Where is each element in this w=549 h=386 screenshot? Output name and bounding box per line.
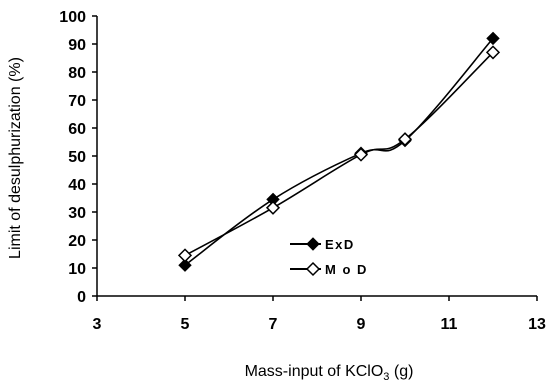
y-tick-label: 80 bbox=[68, 65, 86, 82]
data-point-exd bbox=[178, 258, 192, 272]
y-tick-label: 90 bbox=[68, 37, 86, 54]
series-line-mod bbox=[184, 51, 494, 257]
y-tick-label: 100 bbox=[59, 9, 86, 26]
axes bbox=[96, 16, 537, 297]
y-tick-label: 40 bbox=[68, 177, 86, 194]
data-point-mod bbox=[397, 132, 413, 147]
y-tick-label: 20 bbox=[68, 233, 86, 250]
x-axis-title-unit: (g) bbox=[389, 363, 413, 380]
x-tick-label: 5 bbox=[181, 316, 190, 333]
y-tick-label: 70 bbox=[68, 93, 86, 110]
legend-label-exd: ExD bbox=[325, 237, 355, 252]
legend: ExD M o D bbox=[290, 237, 368, 277]
x-tick-label: 13 bbox=[528, 316, 546, 333]
data-point-mod bbox=[177, 248, 193, 263]
legend-label-mod: M o D bbox=[325, 262, 368, 277]
y-tick-label: 0 bbox=[77, 289, 86, 306]
x-tick-label: 7 bbox=[269, 316, 278, 333]
x-tick-label: 9 bbox=[357, 316, 366, 333]
data-point-mod bbox=[485, 45, 501, 60]
y-axis-ticks: 0 10 20 30 40 50 60 70 80 90 100 bbox=[59, 9, 97, 306]
legend-marker-exd bbox=[306, 237, 320, 251]
y-tick-label: 50 bbox=[68, 149, 86, 166]
y-tick-label: 10 bbox=[68, 261, 86, 278]
data-point-exd bbox=[486, 31, 500, 46]
legend-marker-mod bbox=[305, 261, 321, 277]
data-point-mod bbox=[265, 200, 281, 215]
x-axis-title-text: Mass-input of KClO bbox=[245, 363, 384, 380]
y-tick-label: 30 bbox=[68, 205, 86, 222]
y-tick-label: 60 bbox=[68, 121, 86, 138]
data-point-mod bbox=[353, 147, 369, 162]
x-axis-title: Mass-input of KClO3 (g) bbox=[245, 363, 414, 383]
x-tick-label: 3 bbox=[93, 316, 102, 333]
x-tick-label: 11 bbox=[441, 316, 458, 333]
series-layer bbox=[177, 31, 501, 272]
y-axis-title: Limit of desulphurization (%) bbox=[7, 57, 24, 259]
x-axis-ticks: 3 5 7 9 11 13 bbox=[93, 296, 546, 333]
x-axis-title-subscript: 3 bbox=[383, 371, 389, 383]
